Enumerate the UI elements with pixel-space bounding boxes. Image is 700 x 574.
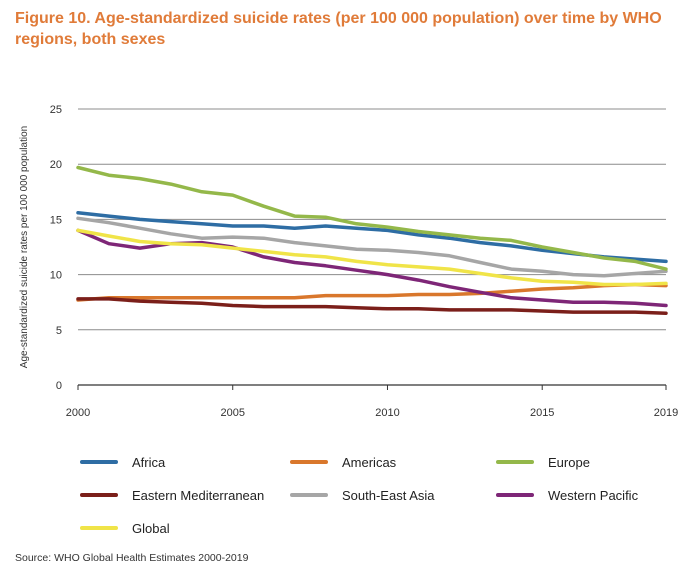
y-axis-ticks: 0 5 10 15 20 25 (50, 104, 62, 392)
series-line-eastern-mediterranean (76, 297, 668, 315)
legend-swatch (80, 493, 118, 497)
series-line-americas (76, 282, 668, 302)
gridlines (78, 108, 666, 386)
series-line-south-east-asia (76, 216, 668, 278)
x-tick-label: 2010 (375, 407, 399, 419)
legend-swatch (80, 460, 118, 464)
legend-item: Eastern Mediterranean (80, 485, 264, 505)
y-tick-label: 10 (50, 270, 62, 282)
legend-item: Europe (496, 452, 590, 472)
legend-item: Global (80, 518, 170, 538)
series-lines (76, 165, 668, 315)
legend-label: Europe (548, 454, 590, 470)
x-axis-ticks: 2000 2005 2010 2015 2019 (66, 385, 678, 419)
legend-swatch (290, 460, 328, 464)
x-tick-label: 2019 (654, 407, 678, 419)
y-tick-label: 20 (50, 159, 62, 171)
line-chart: 0 5 10 15 20 25 2000 2005 2010 2015 2019 Age-stan… (19, 104, 678, 419)
y-tick-label: 0 (56, 380, 62, 392)
legend-swatch (80, 526, 118, 530)
legend-label: Africa (132, 454, 166, 470)
legend-swatch (290, 493, 328, 497)
y-tick-label: 15 (50, 214, 62, 226)
legend-label: Americas (342, 454, 397, 470)
legend-label: Eastern Mediterranean (132, 487, 265, 503)
series-line-europe (76, 165, 668, 271)
legend-label: Global (132, 520, 170, 536)
x-tick-label: 2000 (66, 407, 90, 419)
series-line-global (76, 228, 668, 287)
legend-label: Western Pacific (548, 487, 639, 503)
x-tick-label: 2015 (530, 407, 554, 419)
x-tick-label: 2005 (220, 407, 244, 419)
y-tick-label: 25 (50, 104, 62, 116)
source-note: Source: WHO Global Health Estimates 2000… (15, 552, 249, 564)
legend-label: South-East Asia (342, 487, 435, 503)
figure-title: Figure 10. Age-standardized suicide rate… (15, 10, 662, 48)
y-axis-title: Age-standardized suicide rates per 100 0… (19, 126, 30, 368)
legend-item: South-East Asia (290, 485, 435, 505)
legend-item: Western Pacific (496, 485, 638, 505)
legend-swatch (496, 493, 534, 497)
y-tick-label: 5 (56, 325, 62, 337)
legend-item: Africa (80, 452, 165, 472)
legend-item: Americas (290, 452, 396, 472)
legend-swatch (496, 460, 534, 464)
